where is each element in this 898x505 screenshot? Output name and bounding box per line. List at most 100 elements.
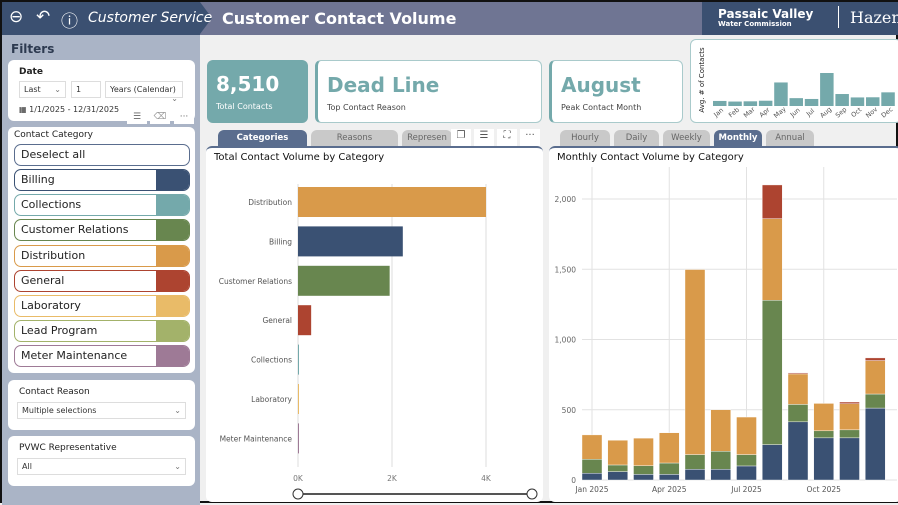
category-chip-lead-program[interactable]: Lead Program bbox=[14, 320, 190, 343]
kpi-caption: Top Contact Reason bbox=[327, 103, 406, 112]
chevron-down-icon: ⌄ bbox=[174, 406, 181, 415]
tab-categories[interactable]: Categories bbox=[218, 130, 307, 146]
category-chip-customer-relations[interactable]: Customer Relations bbox=[14, 219, 190, 242]
bar-segment-distribution bbox=[684, 269, 706, 455]
bar-distribution bbox=[298, 187, 486, 217]
filters-title: Filters bbox=[11, 42, 55, 56]
kpi-value: Dead Line bbox=[327, 73, 440, 97]
mini-bar-jan bbox=[713, 100, 727, 106]
tab-annual[interactable]: Annual bbox=[766, 130, 814, 146]
contact-reason-select[interactable]: Multiple selections ⌄ bbox=[17, 402, 186, 419]
bar-segment-customer-relations bbox=[787, 404, 809, 423]
category-bar-chart: 0K 2K 4K Distribution Billing Customer Relati… bbox=[219, 184, 538, 500]
category-chip-distribution[interactable]: Distribution bbox=[14, 244, 190, 267]
bar-segment-distribution bbox=[607, 440, 628, 466]
mini-bar-sep bbox=[835, 94, 849, 106]
mini-monthly-chart-card: Avg. # of Contacts Jan Feb Mar Apr May Jun Jul A… bbox=[690, 39, 898, 123]
more-options-icon[interactable]: ··· bbox=[520, 129, 540, 146]
filter-icon[interactable]: ☰ bbox=[127, 112, 147, 124]
category-chart-title: Total Contact Volume by Category bbox=[214, 152, 385, 163]
bar-segment-distribution bbox=[787, 373, 809, 405]
bar-segment-distribution bbox=[633, 437, 654, 466]
tab-weekly[interactable]: Weekly bbox=[663, 130, 710, 146]
date-range-text: 1/1/2025 - 12/31/2025 bbox=[29, 105, 120, 114]
color-swatch bbox=[156, 170, 189, 190]
contact-reason-label: Contact Reason bbox=[19, 387, 90, 397]
color-swatch bbox=[156, 346, 189, 367]
category-chip-collections[interactable]: Collections bbox=[14, 194, 190, 217]
category-chip-general[interactable]: General bbox=[14, 269, 190, 292]
partner-logo: Hazen bbox=[850, 8, 898, 27]
breadcrumb[interactable]: Customer Service bbox=[88, 10, 213, 26]
mini-tick-label: Mar bbox=[742, 105, 757, 119]
mini-bar-apr bbox=[758, 100, 773, 106]
bar-segment-distribution bbox=[865, 360, 886, 395]
more-options-icon[interactable]: ··· bbox=[174, 112, 194, 124]
date-unit-select[interactable]: Years (Calendar) ⌄ bbox=[105, 81, 183, 103]
deselect-all-button[interactable]: Deselect all bbox=[14, 144, 190, 166]
mini-tick-label: Feb bbox=[727, 106, 741, 120]
bar-segment-customer-relations bbox=[581, 459, 603, 474]
filter-icon[interactable]: ☰ bbox=[474, 129, 494, 146]
tab-daily[interactable]: Daily bbox=[614, 130, 659, 146]
bar-segment-general bbox=[762, 184, 783, 219]
bar-segment-customer-relations bbox=[684, 454, 706, 470]
chevron-down-icon: ⌄ bbox=[54, 85, 61, 94]
date-relative-select[interactable]: Last ⌄ bbox=[19, 81, 66, 98]
bar-customer-relations bbox=[298, 265, 390, 296]
bar-billing bbox=[298, 226, 403, 257]
info-icon[interactable]: ⓘ bbox=[61, 12, 78, 32]
category-label: Laboratory bbox=[251, 395, 292, 404]
tab-represen[interactable]: Represen bbox=[402, 130, 452, 146]
bar-meter-maintenance bbox=[298, 423, 299, 454]
logo-area bbox=[702, 2, 898, 35]
date-count-input[interactable]: 1 bbox=[71, 81, 101, 98]
bar-segment-billing bbox=[607, 471, 628, 481]
y-tick-label: 1,500 bbox=[555, 265, 577, 274]
chevron-down-icon: ⌄ bbox=[174, 462, 181, 471]
tab-monthly[interactable]: Monthly bbox=[714, 130, 762, 146]
bar-segment-customer-relations bbox=[607, 464, 628, 472]
tab-reasons[interactable]: Reasons bbox=[311, 130, 398, 146]
x-tick-label: Apr 2025 bbox=[652, 485, 687, 494]
representative-select[interactable]: All ⌄ bbox=[17, 458, 186, 475]
category-chip-meter-maintenance[interactable]: Meter Maintenance bbox=[14, 345, 190, 368]
category-label: General bbox=[262, 316, 292, 325]
color-swatch bbox=[156, 321, 189, 342]
tab-hourly[interactable]: Hourly bbox=[560, 130, 610, 146]
back-icon[interactable]: ⊖ bbox=[9, 7, 24, 27]
bar-segment-billing bbox=[813, 437, 834, 481]
bar-segment-distribution bbox=[581, 434, 603, 460]
eraser-icon[interactable]: ⌫ bbox=[150, 112, 170, 124]
kpi-peak-month: August Peak Contact Month bbox=[549, 60, 683, 123]
mini-bar-may bbox=[774, 82, 788, 106]
calendar-icon: ▦ bbox=[19, 105, 30, 114]
mini-tick-label: Aug bbox=[818, 105, 833, 119]
mini-monthly-chart: Avg. # of Contacts Jan Feb Mar Apr May Jun Jul A… bbox=[698, 47, 895, 120]
monthly-chart-title: Monthly Contact Volume by Category bbox=[557, 152, 744, 163]
category-chip-laboratory[interactable]: Laboratory bbox=[14, 295, 190, 317]
date-relative-value: Last bbox=[24, 85, 41, 94]
y-tick-label: 0 bbox=[571, 476, 576, 485]
bar-segment-distribution bbox=[839, 403, 860, 431]
mini-tick-label: Nov bbox=[864, 105, 879, 119]
mini-tick-label: Jan bbox=[712, 106, 726, 119]
undo-icon[interactable]: ↶ bbox=[36, 7, 51, 27]
contact-reason-value: Multiple selections bbox=[22, 406, 97, 415]
copy-icon[interactable]: ❐ bbox=[451, 129, 471, 146]
mini-tick-label: Oct bbox=[850, 106, 864, 120]
kpi-caption: Peak Contact Month bbox=[561, 103, 642, 112]
bar-segment-customer-relations bbox=[736, 454, 757, 467]
category-chip-billing[interactable]: Billing bbox=[14, 169, 190, 191]
bar-segment-billing bbox=[633, 474, 654, 481]
y-tick-label: 500 bbox=[562, 406, 577, 415]
chip-label: Customer Relations bbox=[21, 223, 129, 237]
focus-mode-icon[interactable]: ⛶ bbox=[497, 129, 517, 146]
mini-tick-label: Apr bbox=[758, 106, 772, 120]
representative-label: PVWC Representative bbox=[19, 443, 117, 453]
kpi-top-reason: Dead Line Top Contact Reason bbox=[315, 60, 542, 123]
bar-segment-billing bbox=[839, 437, 860, 481]
contact-reason-filter: Contact Reason Multiple selections ⌄ bbox=[8, 380, 195, 430]
bar-segment-distribution bbox=[736, 416, 757, 455]
chevron-down-icon: ⌄ bbox=[171, 94, 178, 103]
